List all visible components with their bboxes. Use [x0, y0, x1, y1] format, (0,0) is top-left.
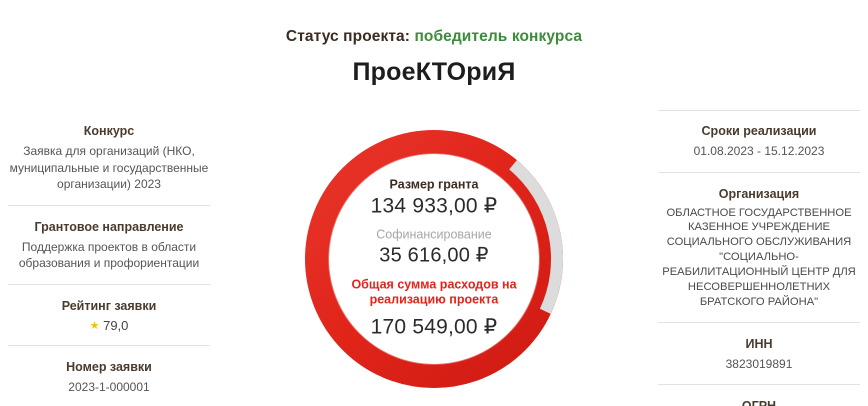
grant-label: Размер гранта — [389, 177, 479, 192]
content-columns: Конкурс Заявка для организаций (НКО, мун… — [0, 110, 868, 406]
info-label: Номер заявки — [66, 359, 152, 374]
page-header: Статус проекта: победитель конкурса Прое… — [0, 0, 868, 87]
status-value: победитель конкурса — [414, 28, 583, 45]
info-value: 79,0 — [103, 317, 129, 333]
grant-amount-group: Размер гранта 134 933,00 ₽ — [330, 178, 538, 219]
total-amount-group: Общая сумма расходов на реализацию проек… — [330, 277, 538, 340]
donut-segment-cofinance — [509, 160, 563, 314]
info-value: 2023-1-000001 — [68, 379, 150, 394]
info-block-organization: Организация ОБЛАСТНОЕ ГОСУДАРСТВЕННОЕ КА… — [658, 171, 860, 322]
rating-value-row: ★ 79,0 — [8, 318, 210, 333]
donut-svg — [305, 130, 563, 388]
info-label: Организация — [718, 186, 800, 201]
budget-donut-column: Размер гранта 134 933,00 ₽ Софинансирова… — [228, 110, 640, 406]
project-status-line: Статус проекта: победитель конкурса — [0, 28, 868, 46]
grant-value: 134 933,00 ₽ — [370, 194, 498, 218]
star-icon: ★ — [89, 319, 100, 332]
cofinance-amount-group: Софинансирование 35 616,00 ₽ — [330, 228, 538, 268]
info-label: ИНН — [745, 336, 773, 351]
donut-center-labels: Размер гранта 134 933,00 ₽ Софинансирова… — [330, 178, 538, 341]
info-block-implementation-period: Сроки реализации 01.08.2023 - 15.12.2023 — [658, 110, 860, 172]
cofinance-value: 35 616,00 ₽ — [379, 244, 489, 267]
donut-inner-edge — [328, 153, 540, 365]
info-label: Конкурс — [83, 124, 135, 138]
info-label: Сроки реализации — [701, 124, 817, 138]
page-title: ПроеКТОриЯ — [352, 58, 516, 86]
left-info-column: Конкурс Заявка для организаций (НКО, мун… — [0, 110, 228, 406]
donut-segment-grant — [305, 130, 563, 388]
total-value: 170 549,00 ₽ — [370, 315, 498, 339]
info-label: Рейтинг заявки — [61, 298, 157, 313]
cofinance-label: Софинансирование — [376, 228, 492, 243]
info-block-rating: Рейтинг заявки ★ 79,0 — [8, 283, 210, 345]
total-label: Общая сумма расходов на реализацию проек… — [351, 277, 517, 307]
info-label: ОГРН — [658, 399, 860, 406]
info-value: 01.08.2023 - 15.12.2023 — [693, 144, 825, 158]
info-block-contest: Конкурс Заявка для организаций (НКО, мун… — [8, 110, 210, 205]
info-value: Заявка для организаций (НКО, муниципальн… — [9, 144, 209, 192]
info-block-inn: ИНН 3823019891 — [658, 321, 860, 385]
right-info-column: Сроки реализации 01.08.2023 - 15.12.2023… — [640, 110, 868, 406]
info-label: Грантовое направление — [34, 219, 184, 234]
info-value: Поддержка проектов в области образования… — [18, 239, 200, 271]
info-block-grant-direction: Грантовое направление Поддержка проектов… — [8, 204, 210, 284]
info-block-application-number: Номер заявки 2023-1-000001 — [8, 344, 210, 406]
status-label: Статус проекта: — [285, 28, 411, 45]
info-block-ogrn: ОГРН 1073847000039 — [658, 384, 860, 406]
info-value: 3823019891 — [725, 356, 793, 371]
budget-donut-chart: Размер гранта 134 933,00 ₽ Софинансирова… — [300, 125, 568, 393]
info-value: ОБЛАСТНОЕ ГОСУДАРСТВЕННОЕ КАЗЕННОЕ УЧРЕЖ… — [662, 206, 856, 308]
